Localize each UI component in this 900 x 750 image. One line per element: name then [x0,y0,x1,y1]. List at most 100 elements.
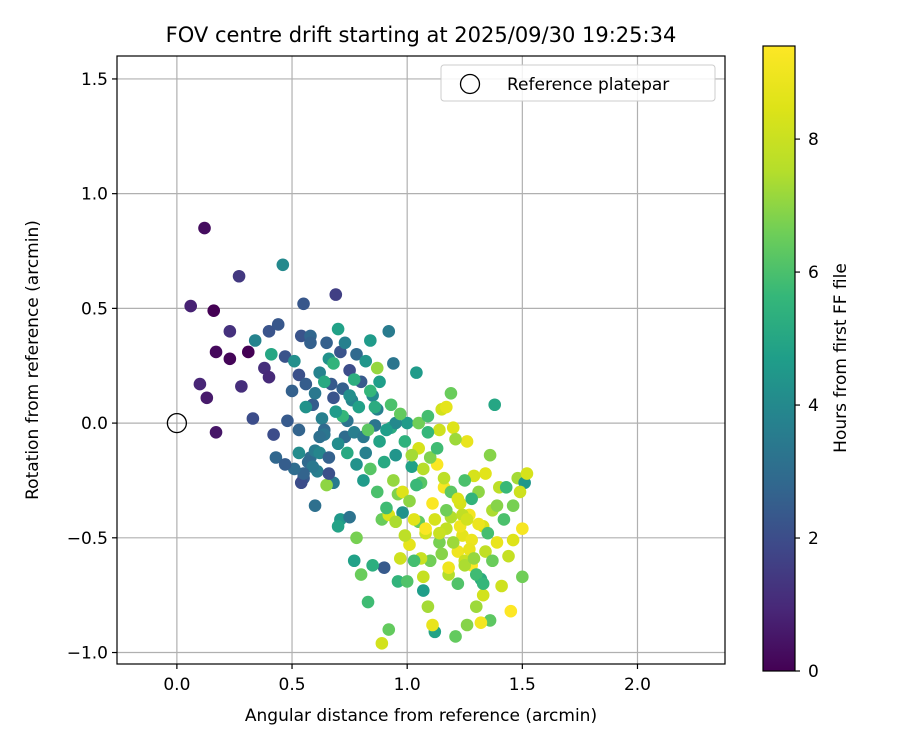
x-axis-label: Angular distance from reference (arcmin) [245,706,597,726]
data-point [393,552,407,565]
data-point [382,623,396,636]
data-point [421,425,435,439]
x-tick-label: 0.0 [163,675,190,695]
data-point [474,616,488,630]
data-point [308,386,322,400]
data-point [419,522,432,535]
data-point [483,448,497,462]
data-point [292,368,306,382]
colorbar-tick-label: 8 [808,130,819,150]
y-axis-ticks: −1.0 −0.5 0.0 0.5 1.0 1.5 [67,70,117,664]
data-point [403,494,416,508]
data-point [232,269,246,283]
x-tick-label: 1.5 [509,675,536,695]
data-point [472,517,485,531]
data-point [294,329,308,343]
data-point [209,425,223,439]
data-point [235,380,248,393]
data-point [488,398,501,412]
colorbar-gradient [762,45,796,672]
grid [117,56,725,664]
colorbar-label: Hours from first FF file [831,263,851,453]
data-point [451,577,465,590]
data-point [513,485,527,499]
data-point [262,325,276,338]
data-point [322,467,336,480]
data-point [292,423,306,437]
data-point [377,561,391,574]
data-point [417,570,430,584]
data-point [520,467,534,480]
data-point [479,545,492,558]
data-point [380,423,393,437]
data-point [467,552,481,565]
data-point [446,536,460,549]
data-point [380,501,393,515]
data-point [343,510,356,524]
data-point [370,361,384,375]
x-axis-ticks: 0.0 0.5 1.0 1.5 2.0 [163,664,651,695]
data-point [193,377,207,391]
x-tick-label: 0.5 [279,675,306,695]
data-point [361,595,375,609]
data-point [331,437,345,451]
data-point [460,618,474,632]
data-point [428,513,442,526]
data-point [357,474,370,487]
data-point [426,618,439,632]
data-point [398,435,412,448]
y-tick-label: 1.0 [81,185,108,205]
data-point [271,318,285,331]
data-point [417,462,430,476]
data-point [490,536,504,549]
data-point [299,400,313,414]
colorbar-tick-label: 2 [808,529,819,549]
data-point [350,531,363,545]
y-axis-label: Rotation from reference (arcmin) [23,220,43,500]
data-point [444,386,458,400]
data-point [516,570,529,584]
data-point [449,630,462,643]
data-point [384,398,398,412]
data-point [421,409,435,423]
data-point [341,446,354,460]
reference-platepar-marker [166,412,188,434]
data-point [262,370,276,384]
data-point [430,442,444,455]
data-point [426,497,439,510]
data-point [400,416,414,430]
data-point [347,554,361,568]
data-point [396,506,409,519]
data-point [469,568,483,581]
data-point [405,448,419,462]
x-tick-label: 1.0 [394,675,421,695]
colorbar-tick-label: 4 [808,396,819,416]
data-point [184,299,197,313]
data-point [364,334,377,347]
data-point [377,455,391,469]
data-point [281,414,294,428]
data-point [370,485,384,499]
data-point [327,391,340,405]
data-point [246,412,260,425]
data-point [423,451,437,464]
data-point [458,559,472,572]
data-point [327,357,340,370]
data-point [354,568,368,581]
data-point [248,334,262,347]
data-point [504,604,518,618]
data-point [350,458,363,471]
data-point [398,529,412,542]
data-point [364,462,377,476]
data-point [465,492,478,506]
data-point [407,554,421,568]
data-point [198,221,211,235]
data-point [417,584,430,597]
data-point [400,575,414,588]
colorbar-tick-label: 6 [808,263,819,283]
data-point [269,451,283,464]
data-point [331,520,345,533]
data-point [442,561,455,574]
data-point [322,451,336,464]
data-point [460,435,474,448]
